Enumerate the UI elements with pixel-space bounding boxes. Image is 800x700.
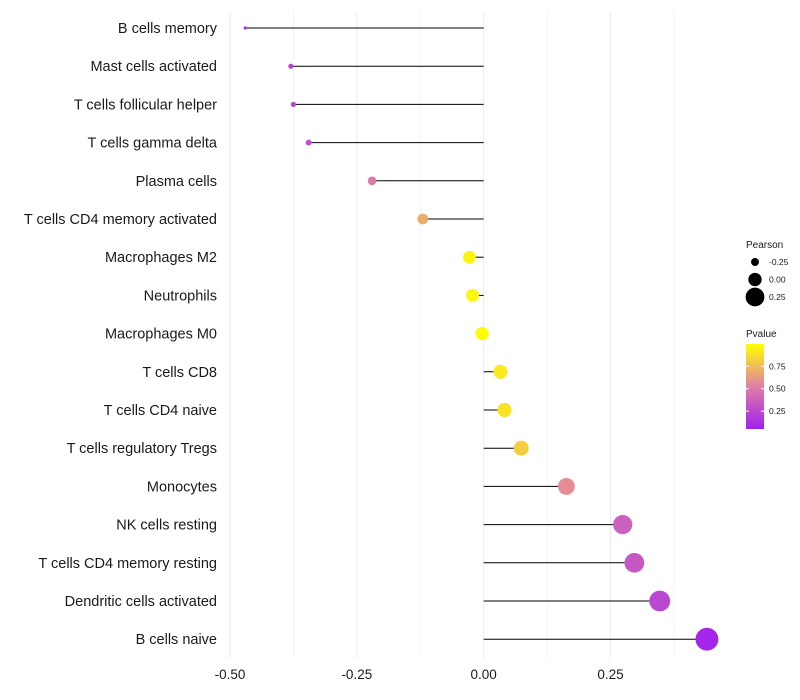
- lollipop-dot: [243, 26, 247, 30]
- category-label: Macrophages M0: [105, 327, 217, 343]
- color-legend-label: 0.50: [769, 384, 786, 394]
- lollipop-dot: [367, 176, 377, 186]
- lollipop-dot: [695, 627, 719, 651]
- grid-layer: [229, 12, 675, 658]
- x-axis-ticks: -0.50 -0.25 0.00 0.25: [215, 667, 624, 682]
- color-legend-label: 0.75: [769, 361, 786, 371]
- category-label: NK cells resting: [116, 518, 217, 534]
- x-tick-label: -0.25: [341, 667, 372, 682]
- category-label: B cells memory: [118, 21, 218, 37]
- category-label: Dendritic cells activated: [65, 594, 217, 610]
- category-label: T cells regulatory Tregs: [67, 441, 217, 457]
- category-label: T cells CD4 memory activated: [24, 212, 217, 228]
- lollipop-dot: [290, 101, 297, 108]
- lollipop-dot: [624, 552, 645, 573]
- lollipop-dot: [417, 213, 429, 225]
- size-legend-label: 0.25: [769, 292, 786, 302]
- category-label: Macrophages M2: [105, 250, 217, 266]
- category-label: Neutrophils: [144, 288, 217, 304]
- category-label: Plasma cells: [136, 174, 217, 190]
- x-tick-label: -0.50: [215, 667, 246, 682]
- category-label: B cells naive: [136, 632, 217, 648]
- pvalue-colorbar: [746, 344, 764, 429]
- category-labels: B cells memory Mast cells activated T cell…: [24, 21, 218, 648]
- dot-layer: [243, 26, 719, 651]
- lollipop-dot: [557, 477, 575, 495]
- x-tick-label: 0.00: [471, 667, 497, 682]
- color-legend-label: 0.25: [769, 406, 786, 416]
- size-legend-label: 0.00: [769, 275, 786, 285]
- lollipop-dot: [513, 440, 529, 456]
- category-label: T cells CD8: [142, 365, 217, 381]
- category-label: T cells CD4 memory resting: [38, 556, 217, 572]
- lollipop-dot: [497, 402, 512, 418]
- stem-layer: [245, 27, 707, 640]
- color-legend-title: Pvalue: [746, 329, 777, 340]
- size-legend: -0.25 0.00 0.25: [745, 257, 789, 307]
- lollipop-dot: [493, 364, 508, 379]
- size-legend-dot: [751, 258, 759, 266]
- color-legend: 0.75 0.50 0.25: [746, 361, 786, 416]
- size-legend-dot: [745, 287, 765, 307]
- lollipop-dot: [463, 250, 476, 264]
- lollipop-dot: [649, 590, 671, 612]
- lollipop-dot: [475, 326, 489, 341]
- lollipop-dot: [288, 63, 294, 69]
- size-legend-label: -0.25: [769, 257, 789, 267]
- size-legend-title: Pearson: [746, 240, 783, 251]
- category-label: T cells CD4 naive: [104, 403, 217, 419]
- category-label: T cells follicular helper: [74, 97, 217, 113]
- lollipop-dot: [466, 288, 479, 302]
- x-tick-label: 0.25: [597, 667, 623, 682]
- category-label: Monocytes: [147, 479, 217, 495]
- category-label: T cells gamma delta: [88, 136, 218, 152]
- legend: Pearson -0.25 0.00 0.25 Pvalue 0.75 0.50 0.2…: [745, 240, 789, 429]
- lollipop-dot: [613, 514, 633, 535]
- size-legend-dot: [748, 272, 762, 287]
- category-label: Mast cells activated: [90, 59, 217, 75]
- lollipop-dot: [305, 139, 312, 146]
